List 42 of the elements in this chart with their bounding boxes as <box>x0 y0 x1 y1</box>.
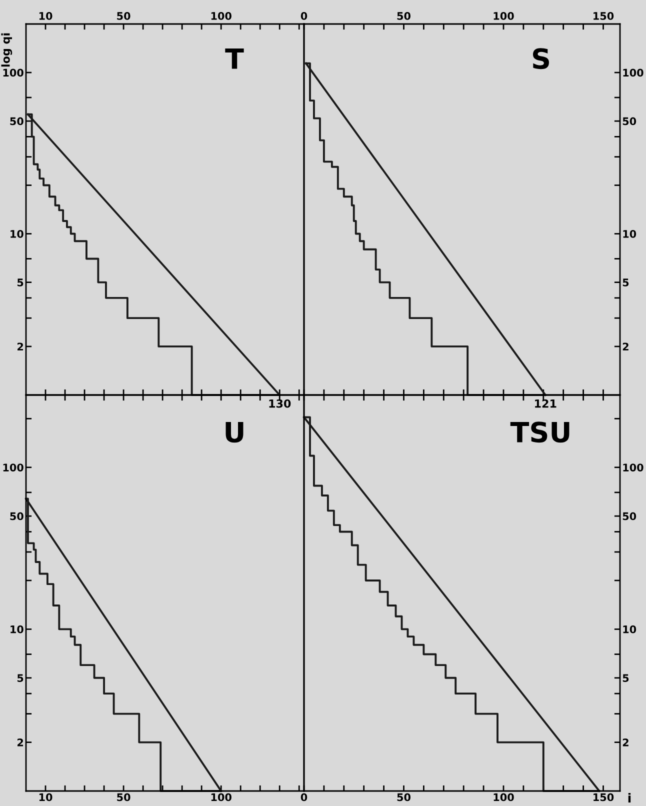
x-tick-label: 100 <box>211 12 232 20</box>
x-tick-label: 50 <box>117 12 130 20</box>
y-tick-label: 100 <box>623 68 644 77</box>
x-tick-label: 100 <box>494 793 514 802</box>
x-tick-label: 150 <box>594 12 614 20</box>
x-tick-label: 10 <box>39 12 52 20</box>
x-tick-label: 0 <box>300 12 308 20</box>
annotation: 130 <box>269 399 291 408</box>
y-tick-label: 50 <box>622 117 636 126</box>
y-tick-label: 10 <box>623 625 636 634</box>
x-tick-label: 50 <box>397 793 410 802</box>
y-tick-label: 2 <box>17 342 24 350</box>
y-tick-label: 5 <box>622 278 629 286</box>
y-tick-label: 10 <box>10 230 24 238</box>
annotation: 121 <box>535 399 556 408</box>
x-tick-label: 10 <box>39 793 52 802</box>
y-tick-label: 100 <box>3 68 24 77</box>
text: TSU <box>510 422 570 443</box>
y-axis-title: log qi <box>1 33 12 67</box>
x-axis-title: i <box>628 792 631 802</box>
y-tick-label: 50 <box>622 512 636 520</box>
text: U <box>226 422 244 443</box>
y-tick-label: 2 <box>17 738 24 746</box>
y-tick-label: 50 <box>10 117 24 126</box>
y-tick-label: 5 <box>622 674 629 682</box>
x-tick-label: 100 <box>211 793 232 802</box>
y-tick-label: 10 <box>10 625 24 634</box>
text: T <box>225 48 244 69</box>
y-tick-label: 100 <box>623 464 644 472</box>
y-tick-label: 2 <box>622 342 628 350</box>
x-tick-label: 0 <box>300 793 308 802</box>
y-tick-label: 50 <box>10 512 24 520</box>
y-tick-label: 10 <box>623 230 636 238</box>
x-tick-label: 150 <box>594 793 614 802</box>
text: S <box>532 48 549 70</box>
x-tick-label: 50 <box>117 793 130 802</box>
y-tick-label: 2 <box>622 738 628 746</box>
y-tick-label: 5 <box>17 278 24 286</box>
y-tick-label: 100 <box>3 464 24 472</box>
y-tick-label: 5 <box>17 674 24 682</box>
x-tick-label: 100 <box>494 12 514 20</box>
x-tick-label: 50 <box>397 12 410 20</box>
